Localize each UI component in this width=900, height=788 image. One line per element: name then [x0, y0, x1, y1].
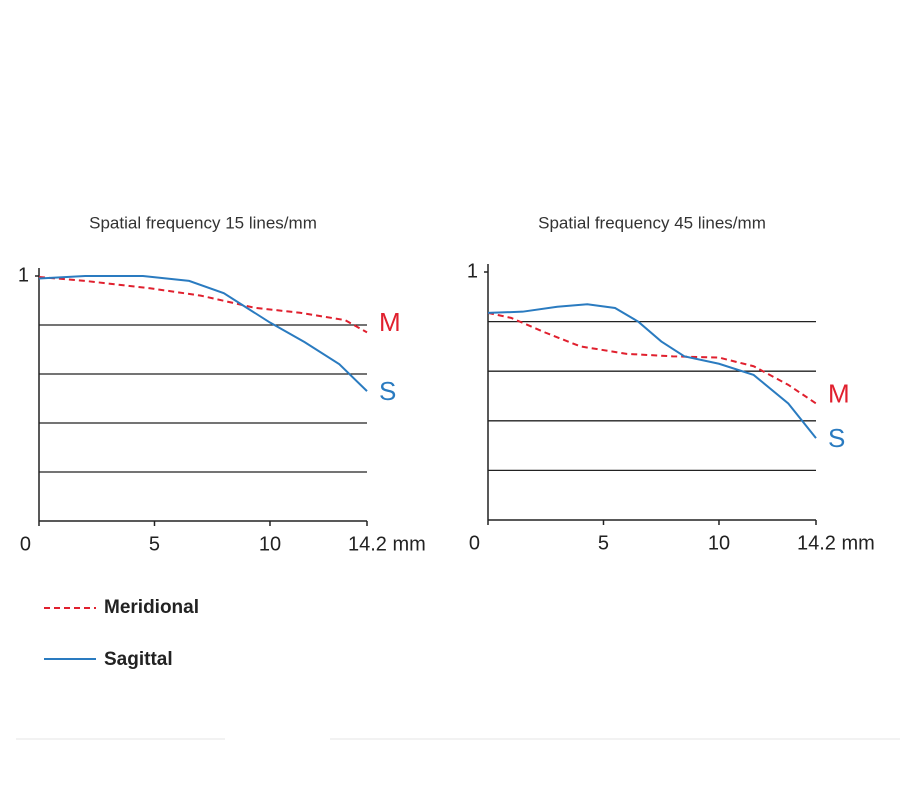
x-tick-label: 0	[469, 532, 480, 554]
y-tick-label: 1	[18, 264, 29, 286]
x-tick-label: 5	[598, 532, 609, 554]
legend-label: Meridional	[104, 597, 199, 618]
series-line	[38, 275, 368, 334]
x-tick-label: 10	[259, 533, 281, 555]
x-tick-label: 14.2 mm	[348, 533, 426, 555]
x-tick-label: 0	[20, 533, 31, 555]
end-label: M	[379, 307, 401, 337]
chart-title: Spatial frequency 15 lines/mm	[89, 213, 317, 232]
series-line	[487, 303, 817, 439]
series-line	[487, 311, 817, 405]
x-tick-label: 14.2 mm	[797, 532, 875, 554]
x-tick-label: 10	[708, 532, 730, 554]
series-line	[38, 275, 368, 392]
x-tick-label: 5	[149, 533, 160, 555]
end-label: M	[828, 378, 850, 408]
y-tick-label: 1	[467, 260, 478, 282]
chart-title: Spatial frequency 45 lines/mm	[538, 213, 766, 232]
end-label: S	[828, 423, 845, 453]
end-label: S	[379, 376, 396, 406]
legend-label: Sagittal	[104, 649, 173, 670]
